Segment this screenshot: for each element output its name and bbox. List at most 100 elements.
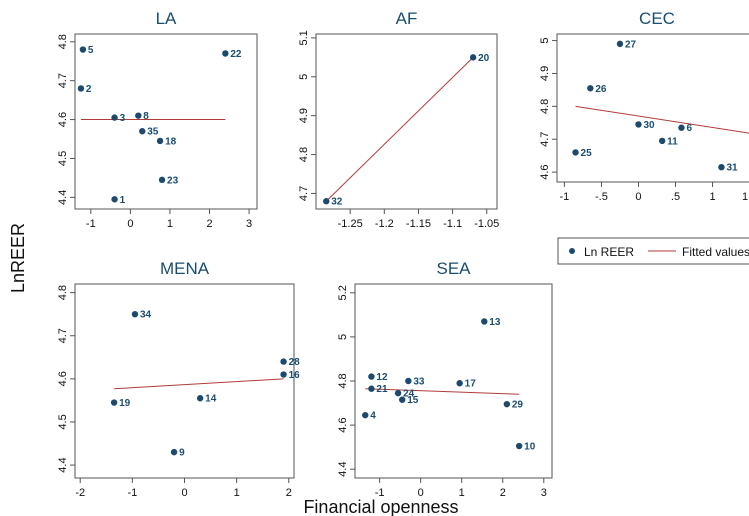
y-tick-label: 4.6: [57, 112, 69, 127]
point-label: 11: [667, 136, 678, 147]
data-point: [156, 137, 164, 145]
point-label: 21: [376, 384, 388, 395]
data-point: [362, 411, 369, 419]
panel-mena: MENA -2 -1 0 1 2 4.4 4.5 4.6 4.7 4.8 34 28 16 19 14 9: [57, 259, 300, 499]
x-tick-label: -1.05: [474, 218, 499, 230]
point-label: 31: [726, 163, 738, 174]
y-tick-label: 4.4: [57, 190, 69, 205]
point-label: 17: [465, 379, 477, 390]
point-label: 28: [289, 357, 301, 368]
point-label: 9: [179, 448, 185, 459]
fitted-line: [325, 56, 474, 202]
x-tick-label: 3: [541, 487, 547, 499]
data-point: [718, 164, 725, 171]
legend-marker-ln-reer: [569, 248, 575, 254]
data-point: [280, 358, 287, 365]
data-point: [515, 442, 523, 450]
y-tick-label: 4.9: [298, 108, 310, 123]
data-point: [572, 149, 579, 156]
data-point: [170, 448, 178, 456]
data-point: [280, 371, 287, 378]
x-tick-label: 2: [500, 487, 506, 499]
data-point: [635, 121, 642, 128]
legend-item-ln-reer: Ln REER: [584, 245, 634, 259]
x-tick-label: -1.25: [338, 218, 363, 230]
x-tick-label: 1.5: [742, 191, 749, 203]
data-point: [323, 198, 330, 205]
data-point: [79, 46, 87, 53]
x-tick-label: 1: [709, 191, 715, 203]
data-point: [111, 114, 118, 121]
y-tick-label: 4.6: [337, 417, 349, 432]
y-axis-label: LnREER: [8, 223, 28, 293]
y-tick-label: 4.8: [57, 34, 69, 49]
x-tick-label: 0: [127, 218, 133, 230]
y-tick-label: 4.8: [539, 99, 551, 114]
fitted-line: [114, 378, 284, 390]
x-tick-label: 0: [635, 191, 641, 203]
data-point: [587, 85, 594, 92]
x-tick-label: 1: [459, 487, 465, 499]
x-tick-label: -2: [75, 487, 85, 499]
panel-title: AF: [396, 9, 418, 28]
x-tick-label: -.5: [595, 191, 608, 203]
point-label: 22: [230, 49, 242, 60]
data-point: [394, 389, 402, 397]
plot-frame: [315, 33, 498, 210]
panel-af: AF -1.25 -1.2 -1.15 -1.1 -1.05 4.7 4.8 4.9 5 5.1 32…: [298, 9, 499, 230]
data-point: [222, 50, 229, 57]
fitted-line: [365, 388, 520, 395]
x-tick-label: 2: [286, 487, 292, 499]
point-label: 23: [167, 175, 179, 186]
y-tick-label: 5.2: [337, 285, 349, 300]
point-label: 20: [478, 53, 490, 64]
point-label: 26: [595, 84, 607, 95]
data-point: [658, 137, 666, 145]
data-point: [111, 196, 118, 203]
data-point: [503, 400, 511, 408]
point-label: 32: [331, 197, 343, 208]
point-label: 30: [643, 120, 655, 131]
legend-item-fitted-values: Fitted values: [682, 245, 749, 259]
y-tick-label: 4.6: [539, 164, 551, 179]
data-point: [131, 310, 139, 318]
y-tick-label: 5: [337, 334, 349, 340]
data-point: [481, 318, 488, 325]
y-tick-label: 4.5: [57, 414, 69, 429]
point-label: 10: [524, 442, 536, 453]
x-tick-label: 1: [234, 487, 240, 499]
point-label: 14: [205, 394, 217, 405]
point-label: 6: [686, 123, 692, 134]
point-label: 8: [143, 111, 149, 122]
data-point: [139, 128, 146, 135]
point-label: 27: [625, 39, 637, 50]
point-label: 29: [512, 400, 524, 411]
x-tick-label: -1: [560, 191, 570, 203]
plot-frame: [74, 33, 258, 210]
data-point: [196, 395, 204, 402]
x-tick-label: .5: [671, 191, 680, 203]
y-tick-label: 4.8: [298, 147, 310, 162]
point-label: 16: [289, 370, 301, 381]
y-tick-label: 4.8: [57, 285, 69, 300]
y-tick-label: 4.7: [57, 73, 69, 88]
legend: Ln REER Fitted values: [557, 237, 749, 265]
x-tick-label: 1: [167, 218, 173, 230]
panel-title: CEC: [639, 9, 675, 28]
x-tick-label: 0: [418, 487, 424, 499]
y-tick-label: 4.5: [57, 151, 69, 166]
y-tick-label: 4.7: [539, 132, 551, 147]
y-tick-label: 4.8: [337, 373, 349, 388]
data-point: [456, 380, 463, 387]
point-label: 13: [489, 317, 501, 328]
panel-cec: CEC -1 -.5 0 .5 1 1.5 4.6 4.7 4.8 4.9 5 27 26 30 6 11 25 3…: [539, 9, 749, 203]
data-point: [616, 40, 624, 48]
data-point: [678, 124, 685, 131]
y-tick-label: 5.1: [298, 30, 310, 45]
point-label: 2: [86, 84, 92, 95]
y-tick-label: 4.7: [57, 328, 69, 343]
point-label: 25: [581, 148, 593, 159]
